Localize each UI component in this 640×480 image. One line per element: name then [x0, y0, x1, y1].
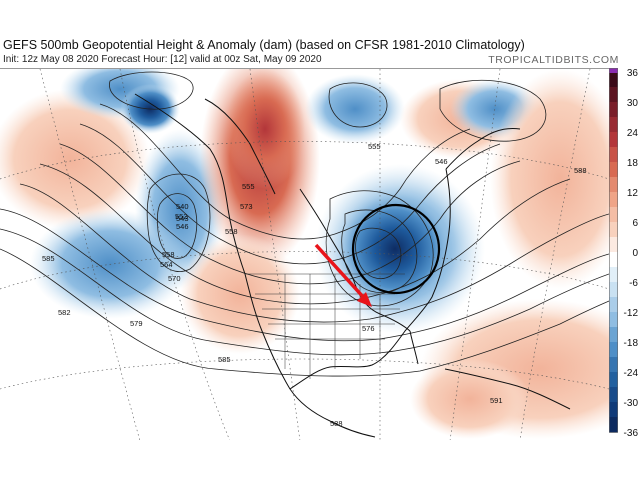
colorbar-segment [609, 387, 618, 403]
political-borders [245, 273, 405, 379]
colorbar-segment [609, 297, 618, 313]
colorbar-segment [609, 267, 618, 283]
contour-label: 585 [42, 254, 55, 263]
colorbar-segment [609, 207, 618, 223]
colorbar-tick-label: -18 [624, 338, 639, 349]
coastlines [134, 93, 571, 438]
contour-label: 558 [225, 227, 238, 236]
colorbar-tick-label: 18 [627, 158, 639, 169]
colorbar-segment [609, 357, 618, 373]
contour-label: 582 [58, 308, 71, 317]
colorbar-segment [609, 237, 618, 253]
colorbar-segment [609, 87, 618, 103]
contour-label: 585 [218, 355, 231, 364]
colorbar-tick-label: 0 [632, 248, 638, 259]
contour-label: 540 [176, 202, 189, 211]
closed-low-circle [351, 203, 441, 295]
colorbar-segment [609, 177, 618, 193]
trough-drop-arrow [314, 243, 372, 307]
colorbar-segment [609, 327, 618, 343]
contour-label: 591 [490, 396, 503, 405]
map-subtitle: Init: 12z May 08 2020 Forecast Hour: [12… [3, 54, 322, 65]
colorbar-segment [609, 417, 618, 433]
contour-label: 546 [176, 222, 189, 231]
colorbar-tick-label: 30 [627, 98, 639, 109]
colorbar-tick-label: 24 [627, 128, 639, 139]
contour-label: 543 [176, 214, 189, 223]
contour-label: 588 [574, 166, 587, 175]
header: GEFS 500mb Geopotential Height & Anomaly… [0, 0, 640, 68]
footer-blank [0, 440, 640, 480]
colorbar-tick-label: 12 [627, 188, 639, 199]
contour-label: 555 [368, 142, 381, 151]
contour-label: 558 [162, 250, 175, 259]
brand-watermark: TROPICALTIDBITS.COM [488, 54, 619, 66]
colorbar-tick-label: -12 [624, 308, 639, 319]
height-contours [0, 71, 609, 377]
contour-label: 588 [330, 419, 343, 428]
colorbar-tick-label: -6 [629, 278, 638, 289]
colorbar-tick-label: 36 [627, 68, 639, 79]
colorbar-cap [609, 68, 618, 73]
map-svg: 585 582 579 570 564 558 552 546 540 543 … [0, 69, 609, 441]
colorbar-outline [609, 68, 618, 433]
colorbar-segment [609, 117, 618, 133]
graticule [0, 69, 609, 441]
contour-label: 564 [160, 260, 173, 269]
map-title: GEFS 500mb Geopotential Height & Anomaly… [3, 38, 525, 52]
map-panel: 585 582 579 570 564 558 552 546 540 543 … [0, 68, 609, 441]
contour-label: 555 [242, 182, 255, 191]
colorbar: 36 30 24 18 12 6 0 -6 -12 -18 -24 -30 -36 [609, 68, 640, 440]
contour-label: 546 [435, 157, 448, 166]
colorbar-tick-label: -30 [624, 398, 639, 409]
contour-label: 570 [168, 274, 181, 283]
contour-labels: 585 582 579 570 564 558 552 546 540 543 … [42, 142, 587, 428]
colorbar-tick-label: -24 [624, 368, 639, 379]
contour-label: 579 [130, 319, 143, 328]
contour-label: 573 [240, 202, 253, 211]
anomaly-shading [0, 69, 609, 439]
contour-label: 552 [175, 212, 188, 221]
colorbar-svg: 36 30 24 18 12 6 0 -6 -12 -18 -24 -30 -36 [609, 68, 639, 439]
contour-label: 576 [362, 324, 375, 333]
colorbar-tick-label: 6 [632, 218, 638, 229]
colorbar-tick-label: -36 [624, 428, 639, 439]
colorbar-segment [609, 147, 618, 163]
